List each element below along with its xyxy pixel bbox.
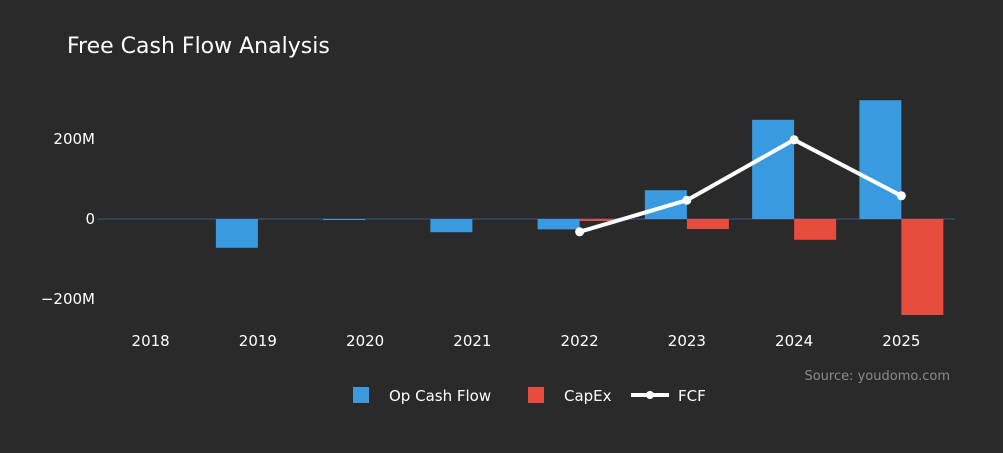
x-tick-label: 2018 bbox=[132, 332, 170, 350]
x-tick-label: 2023 bbox=[668, 332, 706, 350]
fcf-series bbox=[575, 135, 906, 237]
bars bbox=[215, 100, 944, 315]
fcf-point-2023 bbox=[682, 195, 692, 205]
legend: Op Cash Flow CapEx FCF bbox=[353, 387, 706, 405]
legend-label-op-cash-flow: Op Cash Flow bbox=[389, 387, 491, 405]
x-tick-label: 2024 bbox=[775, 332, 813, 350]
x-tick-label: 2025 bbox=[882, 332, 920, 350]
source-note: Source: youdomo.com bbox=[804, 369, 950, 384]
capex-bar-2022 bbox=[579, 219, 622, 221]
y-tick-label: −200M bbox=[41, 290, 95, 308]
legend-swatch-op-cash-flow bbox=[353, 387, 369, 403]
capex-bar-2025 bbox=[901, 219, 944, 315]
op-cash-flow-bar-2020 bbox=[323, 219, 366, 220]
y-axis: 200M 0 −200M bbox=[41, 130, 95, 308]
legend-swatch-fcf-marker bbox=[646, 391, 654, 399]
fcf-point-2025 bbox=[896, 191, 906, 201]
x-tick-label: 2020 bbox=[346, 332, 384, 350]
chart-title: Free Cash Flow Analysis bbox=[67, 34, 330, 59]
fcf-point-2024 bbox=[789, 135, 799, 145]
x-tick-label: 2019 bbox=[239, 332, 277, 350]
x-axis: 2018 2019 2020 2021 2022 2023 2024 2025 bbox=[132, 332, 921, 350]
capex-bar-2024 bbox=[794, 219, 837, 240]
capex-bar-2023 bbox=[686, 219, 729, 229]
x-tick-label: 2022 bbox=[561, 332, 599, 350]
y-tick-label: 200M bbox=[53, 130, 95, 148]
op-cash-flow-bar-2022 bbox=[537, 219, 580, 230]
fcf-line bbox=[579, 137, 903, 234]
op-cash-flow-bar-2021 bbox=[430, 219, 473, 233]
legend-swatch-capex bbox=[528, 387, 544, 403]
x-tick-label: 2021 bbox=[453, 332, 491, 350]
y-tick-label: 0 bbox=[85, 210, 95, 228]
fcf-point-2022 bbox=[575, 227, 585, 237]
op-cash-flow-bar-2019 bbox=[215, 219, 258, 248]
op-cash-flow-bar-2024 bbox=[752, 119, 795, 219]
legend-label-fcf: FCF bbox=[678, 387, 706, 405]
legend-label-capex: CapEx bbox=[564, 387, 612, 405]
op-cash-flow-bar-2025 bbox=[859, 100, 902, 219]
